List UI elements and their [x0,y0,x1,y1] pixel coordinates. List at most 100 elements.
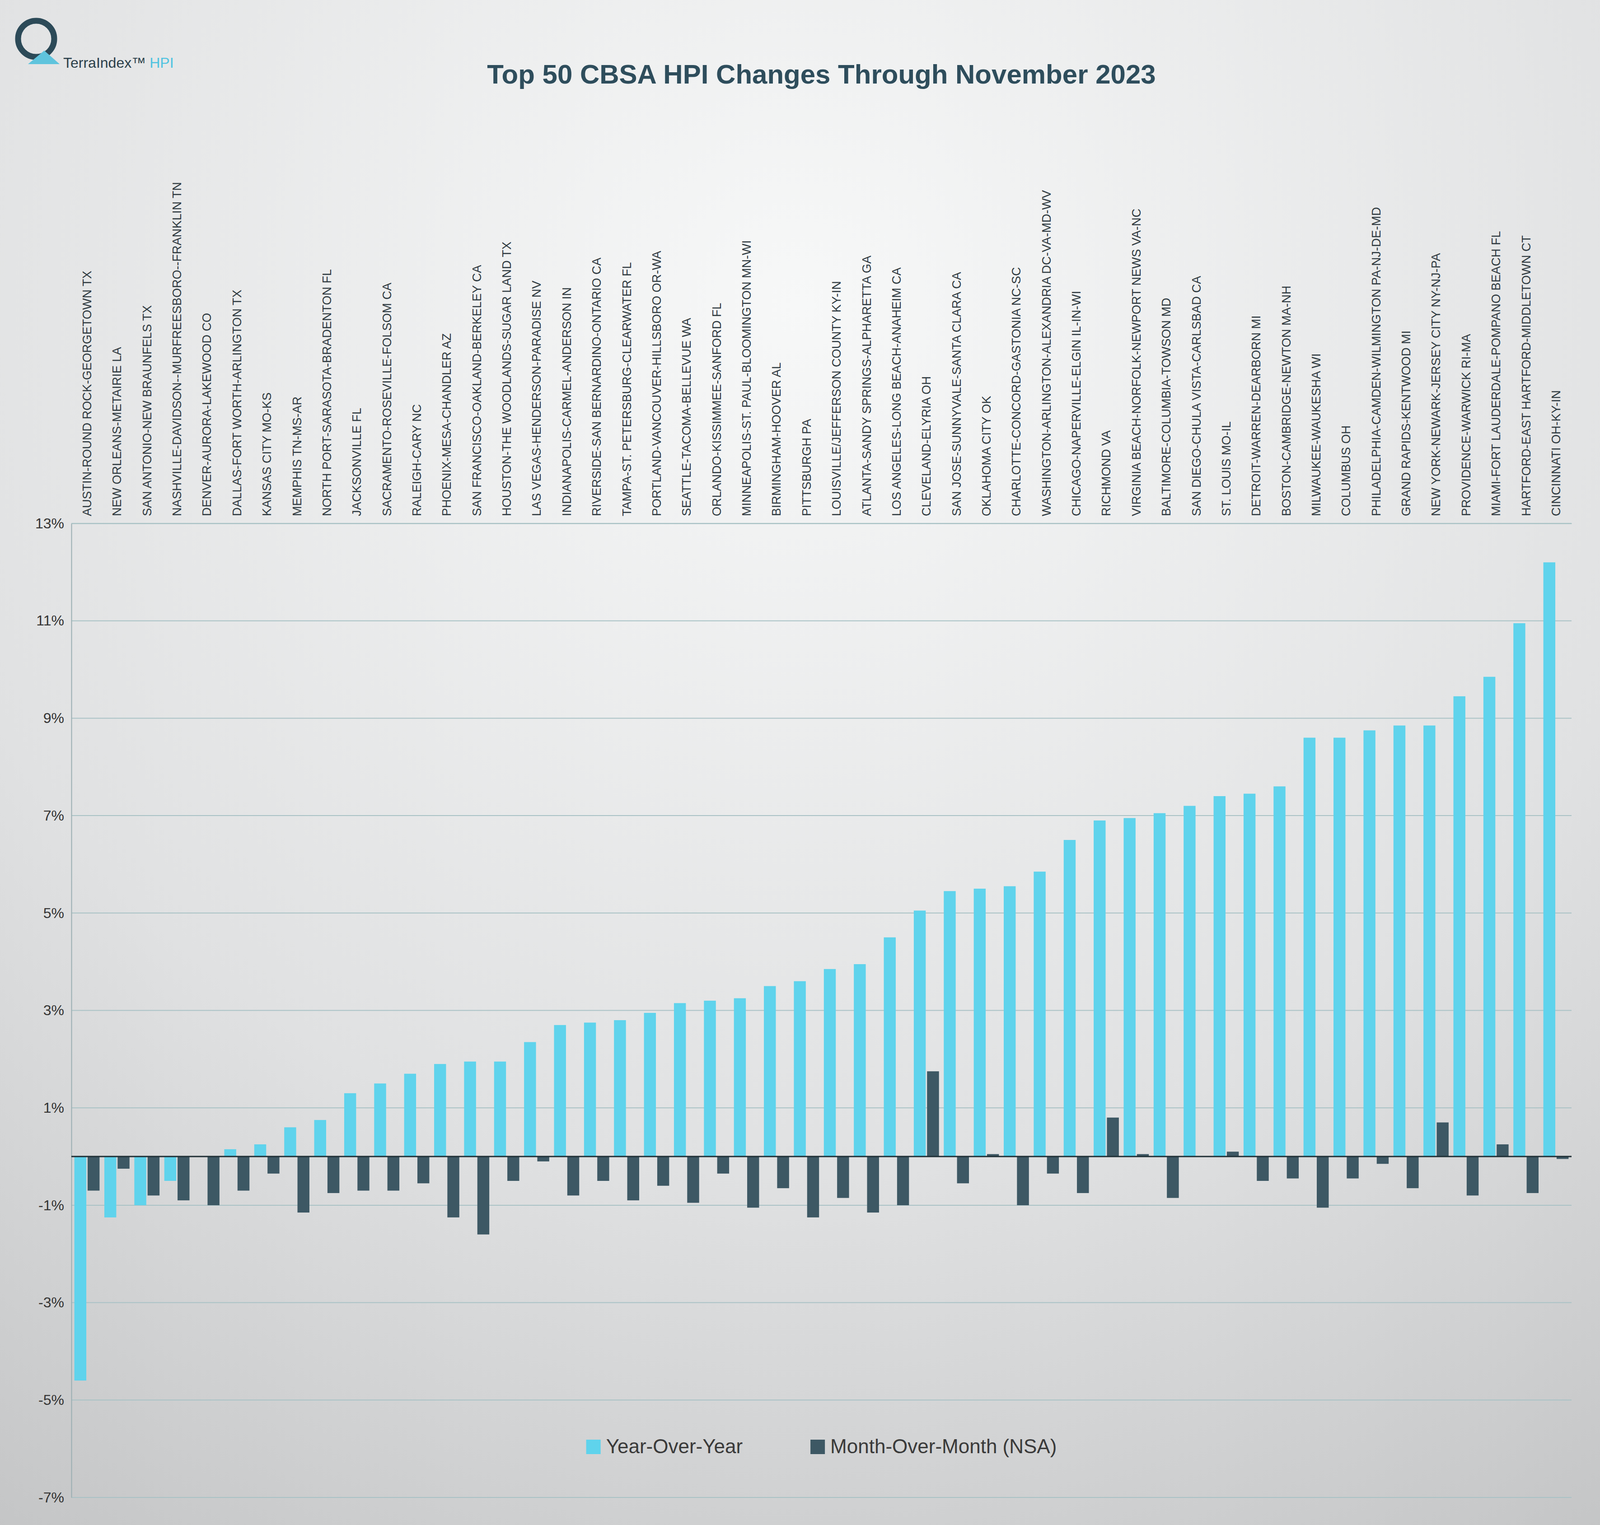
legend-swatch [810,1440,825,1455]
bar [837,1156,849,1199]
y-axis: -7%-5%-3%-1%1%3%5%7%9%11%13% [35,515,72,1507]
x-tick-label: MINNEAPOLIS-ST. PAUL-BLOOMINGTON MN-WI [739,240,754,517]
bar [1003,886,1016,1157]
grid-line [71,1205,1572,1207]
x-tick: MIAMI-FORT LAUDERDALE-POMPANO BEACH FL [1489,230,1503,524]
x-tick-label: SAN DIEGO-CHULA VISTA-CARLSBAD CA [1189,276,1204,517]
x-axis: AUSTIN-ROUND ROCK-GEORGETOWN TX NEW ORLEA… [71,182,1572,524]
x-tick-label: HARTFORD-EAST HARTFORD-MIDDLETOWN CT [1519,235,1534,517]
bar [267,1156,280,1175]
y-tick: 11% [36,612,72,629]
bar [1393,725,1406,1157]
y-tick: 13% [35,515,72,532]
x-tick: NASHVILLE-DAVIDSON--MURFREESBORO--FRANKL… [170,182,184,524]
bar [284,1127,296,1157]
bar [1513,623,1526,1157]
bar [1303,738,1316,1158]
x-tick-label: CHARLOTTE-CONCORD-GASTONIA NC-SC [1009,266,1024,517]
x-tick: WASHINGTON-ARLINGTON-ALEXANDRIA DC-VA-MD… [1039,190,1054,524]
series [74,562,1556,1381]
bar [237,1156,250,1191]
x-tick: MINNEAPOLIS-ST. PAUL-BLOOMINGTON MN-WI [739,240,754,524]
bar [1273,786,1286,1157]
x-tick: RICHMOND VA [1099,430,1114,524]
grid-line [71,1497,1572,1499]
logo-name: TerraIndex™ [63,54,146,71]
grid-line [71,1399,1572,1401]
x-tick: HOUSTON-THE WOODLANDS-SUGAR LAND TX [500,241,514,524]
grid-line [71,717,1572,719]
bar [1213,796,1226,1157]
bar [717,1156,730,1175]
x-tick-label: NASHVILLE-DAVIDSON--MURFREESBORO--FRANKL… [170,182,184,517]
x-tick: OKLAHOMA CITY OK [979,395,994,524]
bar [477,1156,490,1236]
bar [867,1156,880,1213]
x-tick-label: PROVIDENCE-WARWICK RI-MA [1459,333,1474,517]
bar [793,981,806,1157]
bar [884,937,896,1157]
bar [644,1013,656,1157]
bar [507,1156,520,1182]
bar [703,1001,716,1157]
x-tick: CLEVELAND-ELYRIA OH [919,376,934,524]
bar [177,1156,190,1201]
x-tick: VIRGINIA BEACH-NORFOLK-NEWPORT NEWS VA-N… [1129,208,1144,524]
y-tick-label: 11% [36,612,65,629]
x-tick: PROVIDENCE-WARWICK RI-MA [1459,333,1474,524]
x-tick: DALLAS-FORT WORTH-ARLINGTON TX [230,289,244,524]
bar [74,1156,87,1381]
bar [1376,1156,1389,1165]
x-tick: KANSAS CITY MO-KS [260,392,274,524]
x-tick: MEMPHIS TN-MS-AR [290,396,305,524]
grid-line [71,1107,1572,1109]
bar [447,1156,459,1218]
title: Top 50 CBSA HPI Changes Through November… [486,59,1156,90]
bar [1166,1156,1179,1199]
bar [494,1061,506,1157]
bar [763,986,776,1157]
y-tick: 3% [43,1002,72,1019]
x-tick-label: ORLANDO-KISSIMMEE-SANFORD FL [710,302,724,517]
x-tick-label: CLEVELAND-ELYRIA OH [919,376,934,517]
y-tick: 9% [43,710,72,727]
x-tick: NEW YORK-NEWARK-JERSEY CITY NY-NJ-PA [1429,252,1443,524]
x-tick-label: HOUSTON-THE WOODLANDS-SUGAR LAND TX [500,241,514,517]
x-tick: AUSTIN-ROUND ROCK-GEORGETOWN TX [80,270,94,524]
x-tick: DETROIT-WARREN-DEARBORN MI [1249,315,1264,524]
x-tick-label: SAN FRANCISCO-OAKLAND-BERKELEY CA [470,265,484,517]
bar [1047,1156,1059,1175]
bar [1333,738,1346,1158]
bar [1093,820,1106,1157]
bar [973,888,986,1157]
bar [164,1156,177,1182]
x-tick-label: TAMPA-ST. PETERSBURG-CLEARWATER FL [620,261,634,517]
x-tick: RIVERSIDE-SAN BERNARDINO-ONTARIO CA [589,257,604,524]
x-tick: NORTH PORT-SARASOTA-BRADENTON FL [320,269,334,524]
bar [567,1156,580,1196]
bar [1286,1156,1299,1179]
x-tick-label: ST. LOUIS MO-IL [1219,421,1234,517]
legend-label: Year-Over-Year [606,1435,743,1458]
bar [434,1064,446,1157]
x-tick-label: CHICAGO-NAPERVILLE-ELGIN IL-IN-WI [1069,290,1084,517]
x-tick: BALTIMORE-COLUMBIA-TOWSON MD [1159,297,1174,524]
bar [1363,730,1376,1157]
x-tick-label: MEMPHIS TN-MS-AR [290,396,305,517]
legend: Year-Over-YearMonth-Over-Month (NSA) [586,1435,1058,1458]
x-tick: NEW ORLEANS-METAIRIE LA [110,346,124,524]
bar [1153,813,1166,1157]
x-tick-label: COLUMBUS OH [1339,425,1353,517]
x-tick: JACKSONVILLE FL [350,407,364,524]
bar [417,1156,430,1184]
bar [1316,1156,1329,1208]
bar [134,1156,146,1206]
x-tick-label: DALLAS-FORT WORTH-ARLINGTON TX [230,289,244,517]
logo: TerraIndex™HPI [18,20,174,71]
logo-text: TerraIndex™HPI [63,54,174,71]
bar [776,1156,789,1189]
grid-line [71,815,1572,817]
x-tick: PORTLAND-VANCOUVER-HILLSBORO OR-WA [650,250,664,524]
bars [74,562,1569,1381]
x-tick: SAN DIEGO-CHULA VISTA-CARLSBAD CA [1189,276,1204,524]
